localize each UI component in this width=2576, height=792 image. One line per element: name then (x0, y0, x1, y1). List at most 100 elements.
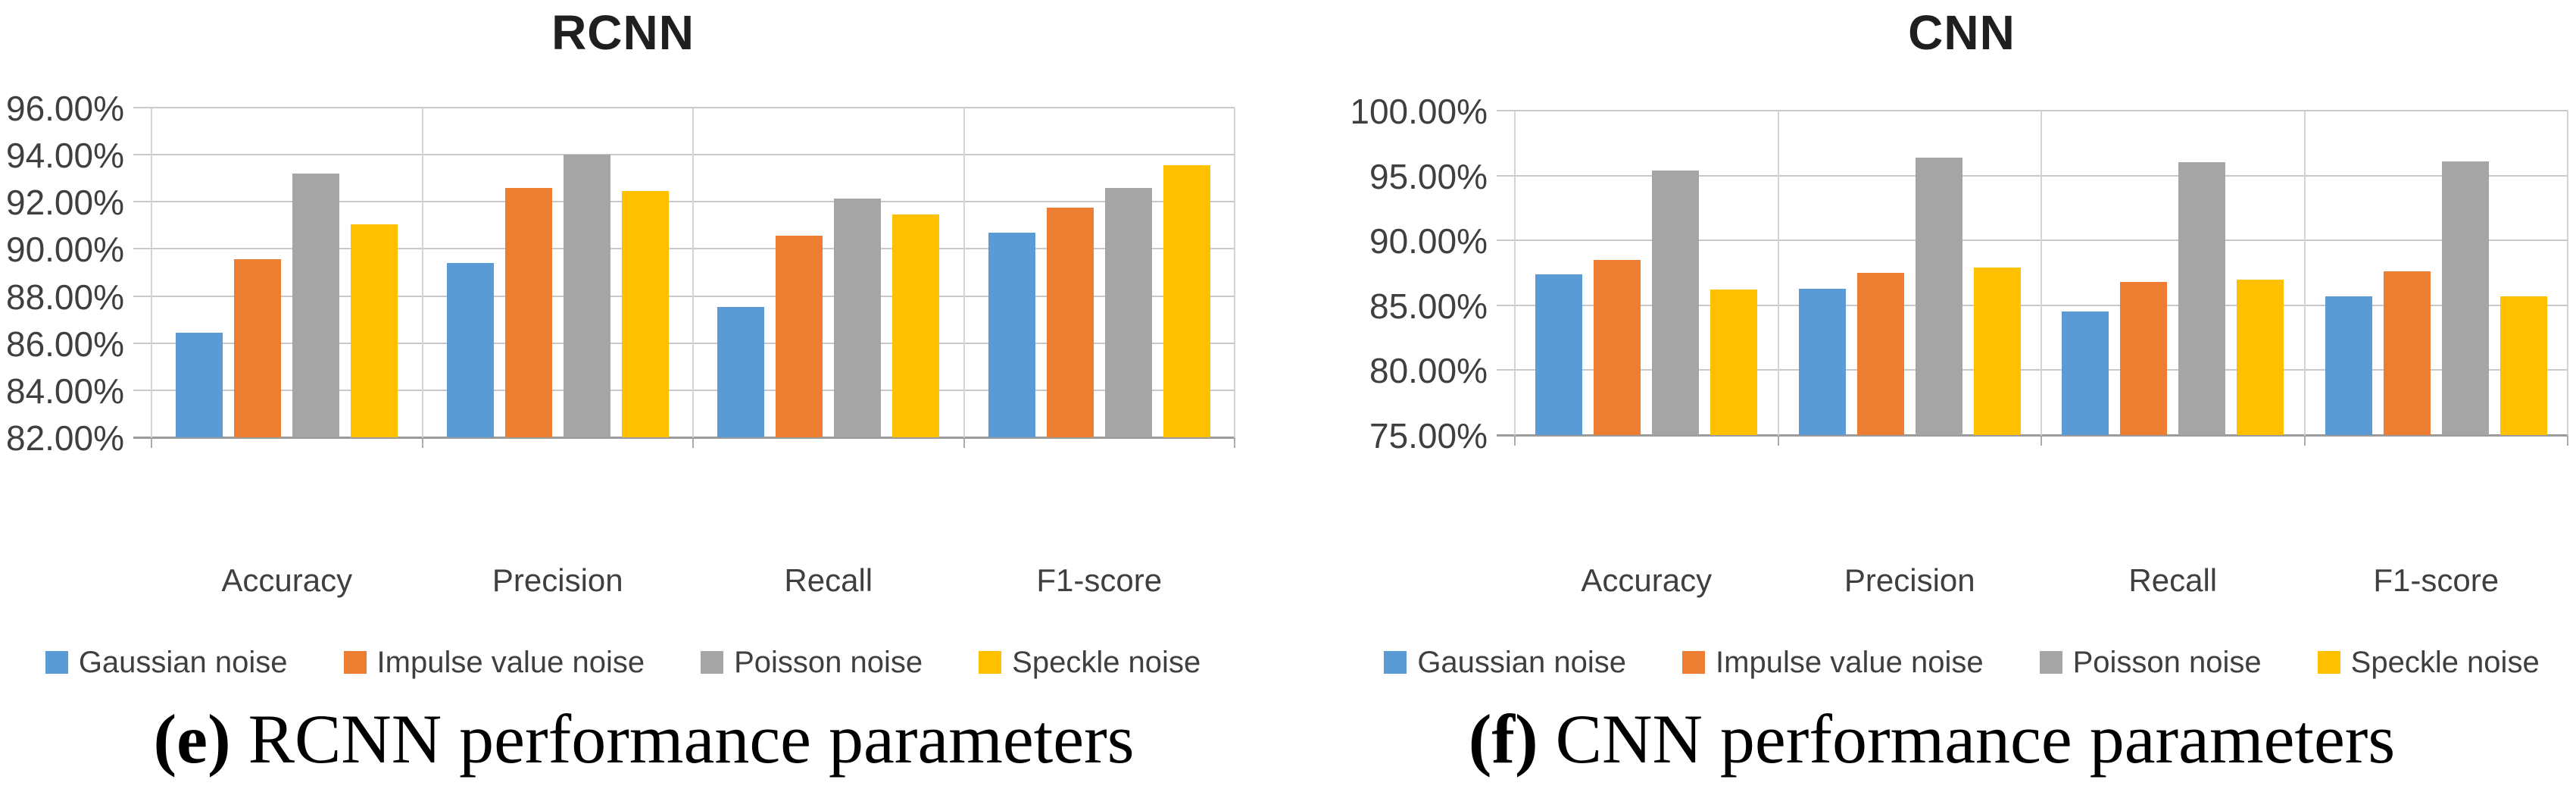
bar-impulse-value-noise (234, 259, 281, 437)
y-tick-label: 75.00% (1369, 416, 1488, 455)
legend-label: Speckle noise (2350, 645, 2540, 679)
axis-tick (1777, 435, 1779, 446)
category-boundary-gridline (963, 108, 965, 437)
legend-swatch-icon (45, 651, 68, 674)
bar-speckle-noise (351, 224, 398, 437)
legend-label: Gaussian noise (78, 645, 288, 679)
bar-impulse-value-noise (1594, 260, 1641, 435)
category-boundary-gridline (2567, 111, 2568, 435)
axis-tick (692, 437, 694, 448)
bar-poisson-noise (2178, 162, 2225, 435)
y-gridline (133, 248, 1235, 250)
y-gridline (1497, 174, 2568, 177)
legend-label: Impulse value noise (376, 645, 645, 679)
category-boundary-gridline (2303, 111, 2306, 435)
bar-gaussian-noise (447, 263, 494, 437)
bar-impulse-value-noise (776, 236, 823, 437)
category-boundary-gridline (1514, 111, 1516, 435)
bar-gaussian-noise (1535, 274, 1582, 435)
caption-cnn: (f) CNN performance parameters (1288, 699, 2576, 779)
legend-label: Poisson noise (734, 645, 923, 679)
caption-text: CNN performance parameters (1538, 700, 2396, 778)
bar-speckle-noise (2500, 296, 2547, 435)
bar-gaussian-noise (2062, 311, 2109, 435)
y-gridline (1497, 304, 2568, 306)
y-tick-label: 86.00% (5, 324, 124, 364)
legend-item: Poisson noise (701, 646, 923, 680)
legend-swatch-icon (343, 651, 367, 674)
axis-tick (151, 437, 152, 448)
category-label: F1-score (1036, 562, 1163, 598)
bar-poisson-noise (1652, 171, 1699, 435)
y-tick-label: 90.00% (5, 230, 124, 270)
legend-swatch-icon (1384, 651, 1407, 674)
legend-swatch-icon (2317, 651, 2340, 674)
y-tick-label: 100.00% (1350, 92, 1488, 131)
y-tick-label: 80.00% (1369, 351, 1488, 391)
category-label: Precision (492, 562, 623, 598)
category-label: Precision (1844, 562, 1975, 598)
category-label: Accuracy (221, 562, 353, 598)
legend-cnn: Gaussian noise Impulse value noise Poisson… (1356, 641, 2568, 684)
x-axis-line (1497, 434, 2568, 437)
category-label: F1-score (2373, 562, 2500, 598)
y-tick-label: 95.00% (1369, 156, 1488, 196)
legend-label: Poisson noise (2072, 645, 2262, 679)
y-gridline (1497, 369, 2568, 371)
legend-item: Impulse value noise (343, 645, 645, 680)
legend-item: Poisson noise (2039, 645, 2262, 680)
y-gridline (133, 107, 1235, 108)
y-tick-label: 85.00% (1369, 286, 1488, 326)
legend-item: Gaussian noise (1384, 646, 1626, 680)
y-tick-label: 96.00% (5, 89, 124, 128)
legend-item: Gaussian noise (45, 646, 288, 680)
category-boundary-gridline (1777, 111, 1779, 435)
axis-tick (2567, 435, 2568, 446)
bar-poisson-noise (1916, 158, 1962, 435)
chart-panel-rcnn: RCNN 96.00% 94.00% 92.00% 90.00% 88.00% 86.00… (0, 5, 1288, 779)
y-tick-label: 84.00% (5, 371, 124, 411)
legend-label: Speckle noise (1012, 645, 1201, 679)
bar-speckle-noise (622, 191, 669, 437)
y-tick-label: 88.00% (5, 277, 124, 317)
legend-swatch-icon (2039, 651, 2062, 674)
bar-gaussian-noise (717, 307, 764, 437)
bar-speckle-noise (1710, 290, 1757, 435)
chart-title-cnn: CNN (1908, 5, 2016, 60)
category-boundary-gridline (692, 108, 694, 437)
y-gridline (133, 154, 1235, 156)
bar-poisson-noise (564, 155, 610, 437)
chart-panel-cnn: CNN 100.00% 95.00% 90.00% 85.00% 80.00% 75.00… (1288, 0, 2576, 792)
axis-tick (421, 437, 423, 448)
bar-poisson-noise (292, 174, 339, 437)
category-boundary-gridline (421, 108, 423, 437)
axis-tick (963, 437, 965, 448)
legend-item: Impulse value noise (1682, 646, 1984, 680)
y-gridline (133, 342, 1235, 344)
bar-impulse-value-noise (2384, 271, 2431, 435)
caption-label: (e) (153, 700, 231, 778)
legend-swatch-icon (1682, 651, 1706, 674)
category-label: Accuracy (1581, 562, 1713, 598)
caption-rcnn: (e) RCNN performance parameters (0, 699, 1288, 779)
bar-speckle-noise (2237, 280, 2284, 435)
bar-gaussian-noise (988, 233, 1035, 437)
category-boundary-gridline (151, 108, 152, 437)
legend-rcnn: Gaussian noise Impulse value noise Poisson… (11, 641, 1235, 684)
chart-title-rcnn: RCNN (551, 5, 695, 60)
bar-poisson-noise (834, 199, 881, 437)
category-boundary-gridline (1234, 108, 1235, 437)
bar-poisson-noise (1105, 188, 1152, 437)
y-gridline (133, 389, 1235, 391)
axis-tick (2303, 435, 2306, 446)
y-gridline (133, 201, 1235, 203)
bar-impulse-value-noise (505, 188, 552, 437)
x-axis-line (133, 437, 1235, 439)
y-tick-label: 82.00% (5, 418, 124, 458)
legend-item: Speckle noise (2317, 645, 2540, 680)
bar-gaussian-noise (2325, 296, 2372, 435)
axis-tick (1514, 435, 1516, 446)
caption-label: (f) (1468, 700, 1538, 778)
bar-gaussian-noise (176, 333, 223, 437)
